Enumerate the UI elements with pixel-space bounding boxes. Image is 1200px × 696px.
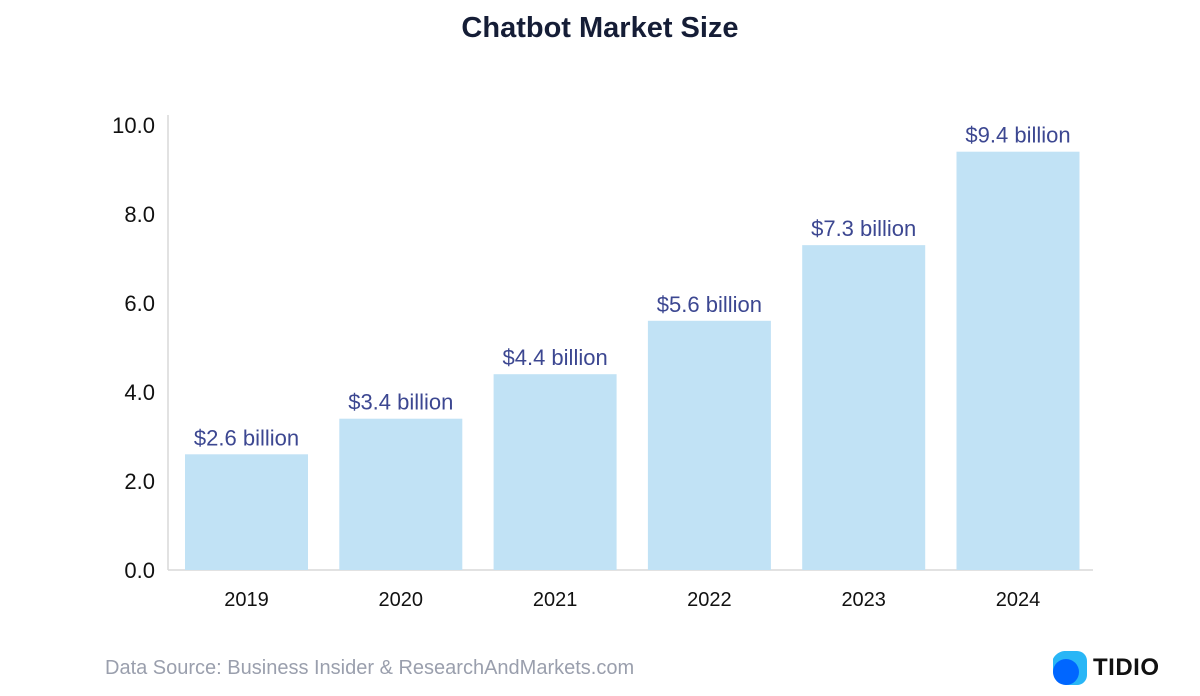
y-tick-label: 0.0 [124,558,155,583]
tidio-logo-icon [1053,651,1087,685]
data-label: $2.6 billion [194,425,299,450]
bars-group [185,151,1080,570]
data-label: $4.4 billion [503,345,608,370]
bar-2019 [185,454,308,570]
data-label: $9.4 billion [965,123,1070,148]
x-category-label: 2019 [224,589,269,611]
y-tick-label: 2.0 [124,469,155,494]
data-labels-group: $2.6 billion $3.4 billion $4.4 billion $5.6… [194,123,1071,451]
data-label: $3.4 billion [348,390,453,415]
x-category-label: 2021 [533,589,578,611]
y-tick-label: 10.0 [112,113,155,138]
chart-title: Chatbot Market Size [461,12,739,44]
bar-2021 [493,374,617,570]
x-category-label: 2022 [687,589,732,611]
data-source-note: Data Source: Business Insider & Research… [105,657,635,679]
y-tick-label: 4.0 [124,380,155,405]
data-label: $7.3 billion [811,216,916,241]
data-label: $5.6 billion [657,292,762,317]
bar-2023 [802,245,926,570]
brand-logo[interactable]: TIDIO [1053,650,1160,686]
y-tick-label: 6.0 [124,291,155,316]
bar-2022 [647,320,771,570]
x-category-label: 2023 [841,589,886,611]
bar-2020 [339,418,463,570]
y-tick-label: 8.0 [124,202,155,227]
x-category-label: 2020 [379,589,424,611]
bar-2024 [956,151,1080,570]
x-category-label: 2024 [996,589,1041,611]
brand-name: TIDIO [1093,654,1160,681]
category-labels-group: 2019 2020 2021 2022 2023 2024 [224,589,1040,611]
y-axis-ticks: 0.0 2.0 4.0 6.0 8.0 10.0 [112,113,155,583]
